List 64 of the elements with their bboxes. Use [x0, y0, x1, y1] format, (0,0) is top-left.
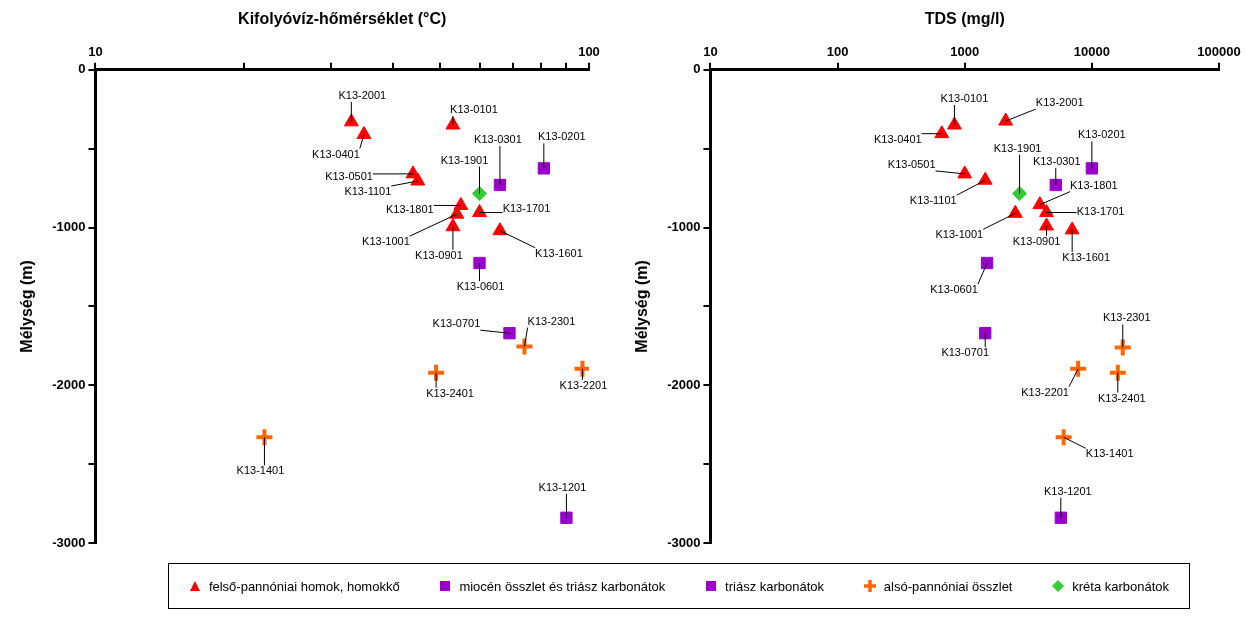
annotation: K13-0201 — [537, 130, 586, 143]
annotation: K13-0301 — [474, 132, 522, 145]
y-tick-label: -3000 — [667, 534, 701, 550]
x-tick-label: 10000 — [1073, 43, 1110, 59]
x-tick-label: 100 — [578, 43, 600, 59]
x-tick-label: 100 — [826, 43, 849, 59]
annotation: K13-1201 — [538, 480, 587, 493]
annotation: K13-1601 — [1062, 250, 1111, 263]
annotation: K13-1201 — [1043, 484, 1092, 497]
legend-label: kréta karbonátok — [1072, 578, 1170, 594]
annotation: K13-2001 — [338, 88, 387, 101]
annotation: K13-1101 — [909, 194, 957, 207]
annotation: K13-0701 — [941, 346, 990, 359]
annotation: K13-0101 — [450, 103, 498, 116]
x-axis-title: Kifolyóvíz-hőmérséklet (°C) — [238, 10, 447, 28]
x-tick-label: 100000 — [1197, 43, 1241, 59]
x-axis-title: TDS (mg/l) — [924, 10, 1005, 28]
annotation: K13-0401 — [873, 132, 922, 145]
annotation: K13-2001 — [1035, 96, 1084, 109]
annotation: K13-0201 — [1078, 128, 1126, 141]
legend-label: felső-pannóniai homok, homokkő — [208, 578, 400, 594]
annotation: K13-0901 — [415, 248, 463, 261]
annotation: K13-2401 — [426, 386, 474, 399]
y-tick-label: 0 — [693, 61, 701, 77]
annotation: K13-1801 — [386, 203, 434, 216]
annotation: K13-1901 — [993, 141, 1042, 154]
annotation: K13-0701 — [432, 317, 481, 330]
annotation: K13-1901 — [440, 153, 489, 166]
y-tick-label: -1000 — [667, 219, 701, 235]
annotation: K13-0601 — [456, 280, 505, 293]
annotation: K13-1001 — [362, 235, 410, 248]
legend-label: triász karbonátok — [725, 578, 825, 594]
x-tick-label: 1000 — [950, 43, 980, 59]
annotation: K13-1701 — [502, 201, 551, 214]
annotation: K13-0601 — [930, 283, 978, 296]
x-tick-label: 10 — [88, 43, 103, 59]
x-tick-label: 10 — [703, 43, 718, 59]
annotation: K13-1401 — [1085, 447, 1134, 460]
annotation: K13-1801 — [1070, 178, 1118, 191]
y-axis-title: Mélység (m) — [18, 260, 36, 353]
annotation: K13-2201 — [559, 378, 608, 391]
annotation: K13-1701 — [1076, 204, 1125, 217]
annotation: K13-2401 — [1097, 391, 1146, 404]
y-tick-label: -2000 — [52, 376, 86, 392]
annotation: K13-0901 — [1012, 234, 1061, 247]
annotation: K13-0101 — [940, 92, 989, 105]
legend-label: alsó-pannóniai összlet — [883, 578, 1013, 594]
annotation: K13-2301 — [1102, 311, 1151, 324]
annotation: K13-2201 — [1021, 385, 1069, 398]
annotation: K13-1601 — [535, 246, 583, 259]
legend-label: miocén összlet és triász karbonátok — [459, 578, 666, 594]
annotation: K13-0501 — [887, 157, 936, 170]
annotation: K13-0501 — [325, 169, 373, 182]
y-axis-title: Mélység (m) — [633, 260, 651, 353]
annotation: K13-1401 — [236, 464, 285, 477]
annotation: K13-0301 — [1032, 154, 1081, 167]
annotation: K13-2301 — [527, 314, 576, 327]
annotation: K13-0401 — [312, 147, 360, 160]
annotation: K13-1001 — [935, 228, 984, 241]
y-tick-label: 0 — [78, 61, 86, 77]
y-tick-label: -3000 — [52, 534, 86, 550]
y-tick-label: -2000 — [667, 376, 701, 392]
y-tick-label: -1000 — [52, 219, 86, 235]
annotation: K13-1101 — [344, 185, 392, 198]
